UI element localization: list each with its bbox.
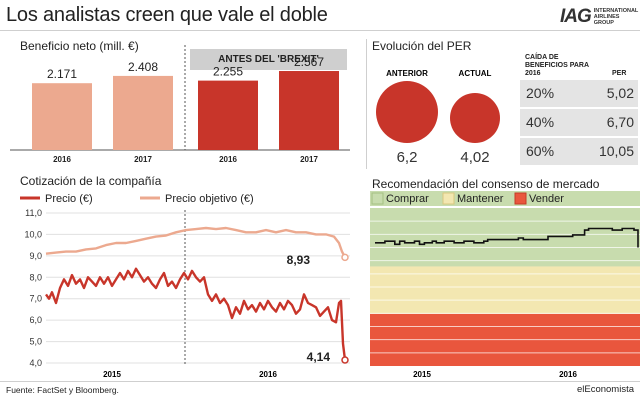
- per-row-bg: [520, 80, 638, 107]
- price-end-label: 4,14: [307, 350, 331, 364]
- bar-value-label: 2.255: [213, 65, 243, 79]
- bar-3: [279, 71, 339, 150]
- iag-logo: IAG INTERNATIONAL AIRLINES GROUP: [560, 6, 638, 28]
- per-table-header-drop: CAÍDA DE BENEFICIOS PARA 2016: [525, 54, 589, 77]
- footer-rule: [0, 381, 640, 382]
- brexit-group-label: ANTES DEL 'BREXIT': [190, 49, 347, 70]
- bar-chart: 2.171 2016 2.408 2017 2.255 2016 2.567 2017: [10, 45, 350, 164]
- per-anterior-value: 6,2: [397, 149, 418, 166]
- per-title: Evolución del PER: [372, 39, 472, 53]
- per-row-bg: [520, 109, 638, 136]
- consensus-x-tick-2016: 2016: [559, 370, 577, 379]
- per-row-drop: 60%: [526, 143, 555, 159]
- bar-2: [198, 80, 258, 150]
- bar-value-label: 2.408: [128, 60, 158, 74]
- page-title: Los analistas creen que vale el doble: [6, 4, 328, 26]
- per-actual-circle: [450, 93, 500, 143]
- price-legend: Precio (€) Precio objetivo (€): [20, 193, 254, 205]
- brand-name: elEconomista: [576, 384, 634, 395]
- per-row-value: 5,02: [606, 85, 634, 101]
- series-end-point: [341, 253, 349, 262]
- price-y-tick: 6,0: [29, 315, 42, 325]
- logo-subtitle: INTERNATIONAL AIRLINES GROUP: [593, 8, 639, 26]
- legend-swatch-sell: [514, 192, 527, 205]
- price-y-tick: 7,0: [29, 294, 42, 304]
- consensus-chart: Comprar Mantener Vender 2015 2016: [370, 191, 640, 379]
- header-rule: [0, 30, 640, 31]
- bar-category-label: 2016: [53, 155, 71, 164]
- price-x-tick-2016: 2016: [259, 370, 277, 379]
- consensus-band-hold: [370, 266, 640, 314]
- price-y-tick: 9,0: [29, 251, 42, 261]
- bar-0: [32, 83, 92, 150]
- per-anterior-circle: [376, 81, 438, 143]
- per-actual-label: ACTUAL: [459, 69, 492, 78]
- per-row-value: 10,05: [598, 143, 634, 159]
- bar-1: [113, 75, 173, 150]
- legend-buy: Comprar: [386, 193, 429, 205]
- price-x-tick-2015: 2015: [103, 370, 121, 379]
- bar-category-label: 2017: [134, 155, 152, 164]
- per-actual-value: 4,02: [460, 149, 489, 166]
- price-y-tick: 5,0: [29, 337, 42, 347]
- bar-category-label: 2017: [300, 155, 318, 164]
- price-chart: 11,0 10,0 9,0 8,0 7,0 6,0 5,0 4,0 2015 2016 8,9…: [24, 208, 350, 379]
- consensus-line: [375, 227, 639, 248]
- legend-hold: Mantener: [457, 193, 504, 205]
- per-row-bg: [520, 138, 638, 165]
- section-divider: [366, 39, 367, 169]
- bar-category-label: 2016: [219, 155, 237, 164]
- consensus-legend-bg: [370, 191, 640, 206]
- price-y-tick: 4,0: [29, 358, 42, 368]
- series-target-line: [45, 226, 347, 258]
- per-row-drop: 20%: [526, 85, 555, 101]
- per-row-drop: 40%: [526, 114, 555, 130]
- legend-price: Precio (€): [45, 193, 93, 205]
- legend-swatch-buy: [371, 192, 384, 205]
- source-note: Fuente: FactSet y Bloomberg.: [6, 385, 119, 395]
- bar-chart-title: Beneficio neto (mill. €): [20, 39, 139, 53]
- per-table-header-per: PER: [612, 70, 627, 77]
- consensus-x-tick-2015: 2015: [413, 370, 431, 379]
- consensus-band-buy: [370, 208, 640, 267]
- series-end-point: [341, 356, 349, 364]
- legend-target: Precio objetivo (€): [165, 193, 254, 205]
- per-table: 20% 5,02 40% 6,70 60% 10,05: [520, 80, 638, 166]
- bar-value-label: 2.171: [47, 67, 77, 81]
- price-y-tick: 10,0: [24, 229, 42, 239]
- price-y-tick: 11,0: [25, 208, 42, 218]
- logo-mark: IAG: [560, 6, 592, 27]
- price-chart-title: Cotización de la compañía: [20, 174, 162, 188]
- per-row-value: 6,70: [606, 114, 634, 130]
- price-y-tick: 8,0: [29, 272, 42, 282]
- legend-sell: Vender: [529, 193, 564, 205]
- consensus-title: Recomendación del consenso de mercado: [372, 177, 600, 191]
- legend-swatch-hold: [442, 192, 455, 205]
- per-anterior-label: ANTERIOR: [386, 69, 428, 78]
- series-price-line: [45, 267, 347, 361]
- per-circles: ANTERIOR ACTUAL 6,2 4,02: [376, 69, 500, 166]
- bar-value-label: 2.567: [294, 55, 324, 69]
- target-end-label: 8,93: [287, 253, 311, 267]
